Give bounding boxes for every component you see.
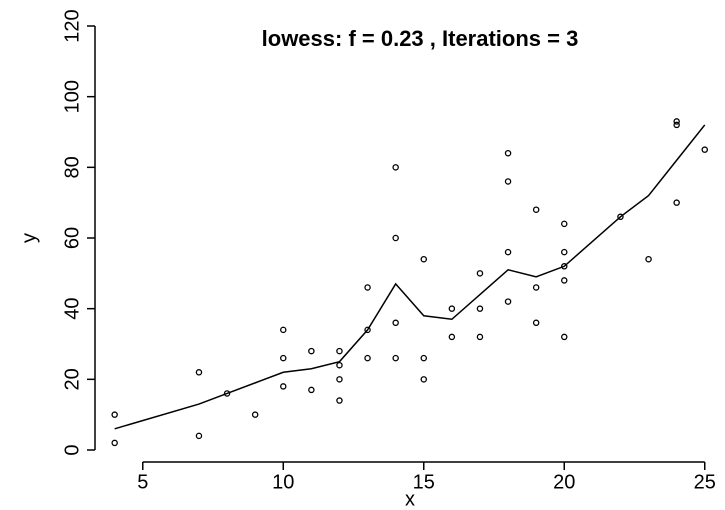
point: [504, 248, 512, 256]
point: [673, 118, 680, 125]
y-tick-label: 100: [61, 80, 83, 113]
y-tick-label: 120: [61, 9, 83, 42]
point: [364, 354, 371, 362]
point: [561, 333, 568, 341]
point: [561, 263, 568, 270]
point: [308, 386, 315, 394]
point: [504, 149, 512, 157]
point: [448, 305, 456, 312]
point: [420, 354, 428, 362]
point: [392, 234, 399, 242]
point: [504, 178, 512, 185]
chart-title: lowess: f = 0.23 , Iterations = 3: [262, 26, 579, 51]
point: [111, 439, 118, 447]
x-tick-label: 25: [694, 471, 716, 493]
point: [448, 333, 456, 341]
point: [673, 199, 680, 206]
point: [420, 376, 428, 383]
point: [336, 397, 343, 404]
x-tick-label: 10: [272, 471, 294, 493]
point: [476, 270, 484, 277]
point: [532, 319, 540, 327]
point: [561, 248, 568, 256]
point: [392, 319, 399, 327]
point: [504, 298, 512, 305]
point: [336, 376, 343, 383]
point: [251, 411, 259, 418]
point: [111, 411, 118, 418]
point: [308, 347, 315, 355]
point: [280, 354, 287, 362]
point: [701, 146, 709, 153]
y-tick-label: 80: [61, 156, 83, 178]
y-axis-label: y: [18, 233, 40, 243]
point: [476, 333, 484, 341]
y-tick-label: 60: [61, 227, 83, 249]
point: [561, 220, 568, 228]
point: [336, 347, 343, 355]
point: [561, 277, 568, 284]
lowess-line: [114, 124, 706, 430]
point: [532, 284, 540, 291]
point: [195, 369, 203, 376]
point: [617, 213, 624, 221]
x-tick-label: 20: [553, 471, 575, 493]
point: [280, 326, 287, 334]
point: [364, 284, 371, 291]
point: [476, 305, 484, 312]
point: [420, 255, 428, 263]
x-tick-label: 5: [137, 471, 148, 493]
point: [532, 206, 540, 213]
y-tick-label: 40: [61, 298, 83, 320]
x-tick-label: 15: [413, 471, 435, 493]
point: [195, 432, 203, 440]
y-tick-label: 0: [61, 444, 83, 455]
y-tick-label: 20: [61, 368, 83, 390]
point: [336, 361, 343, 369]
point: [392, 354, 399, 362]
point: [645, 255, 652, 263]
x-axis-label: x: [405, 488, 415, 510]
point: [392, 164, 399, 171]
point: [364, 326, 371, 334]
point: [280, 383, 287, 390]
point: [673, 121, 680, 129]
point: [223, 390, 231, 397]
